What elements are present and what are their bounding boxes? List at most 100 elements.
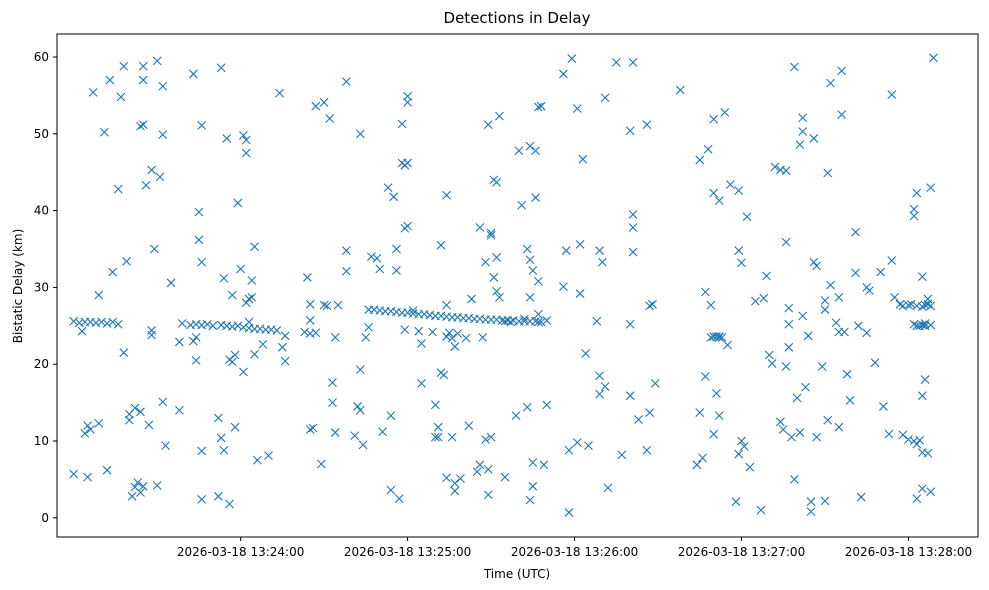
- data-point-marker: [511, 411, 521, 421]
- data-point-marker: [709, 188, 719, 198]
- data-point-marker: [745, 462, 755, 472]
- data-point-marker: [876, 267, 886, 277]
- data-point-marker: [486, 228, 496, 238]
- data-point-marker: [525, 293, 535, 302]
- data-point-marker: [692, 460, 702, 470]
- data-point-marker: [809, 134, 819, 143]
- data-point-marker: [528, 458, 538, 467]
- data-point-marker: [453, 329, 463, 338]
- data-point-marker: [361, 332, 371, 342]
- data-point-marker: [879, 402, 888, 411]
- data-point-marker: [403, 221, 412, 231]
- data-point-marker: [923, 448, 933, 458]
- data-point-marker: [372, 253, 382, 263]
- data-point-marker: [305, 299, 315, 309]
- data-point-marker: [442, 473, 451, 483]
- data-point-marker: [241, 148, 251, 158]
- data-point-marker: [389, 192, 399, 202]
- data-point-marker: [138, 75, 148, 85]
- data-point-marker: [917, 272, 927, 282]
- data-point-marker: [222, 134, 232, 143]
- data-point-marker: [442, 300, 451, 310]
- data-point-marker: [917, 320, 927, 330]
- data-point-marker: [795, 428, 805, 437]
- data-point-marker: [917, 302, 927, 312]
- y-axis-label: Bistatic Delay (km): [11, 229, 25, 344]
- data-point-marker: [239, 367, 248, 377]
- data-point-marker: [709, 429, 719, 439]
- data-point-marker: [456, 474, 465, 484]
- data-point-marker: [481, 257, 490, 267]
- data-point-marker: [909, 319, 919, 329]
- data-point-marker: [69, 316, 79, 326]
- data-point-marker: [417, 379, 426, 388]
- data-point-marker: [795, 140, 805, 149]
- data-point-marker: [628, 223, 638, 232]
- data-point-marker: [611, 58, 621, 67]
- data-point-marker: [119, 348, 129, 358]
- data-point-marker: [77, 326, 87, 336]
- data-point-marker: [770, 162, 780, 172]
- data-point-marker: [202, 319, 212, 329]
- data-point-marker: [634, 415, 643, 424]
- data-point-marker: [247, 293, 257, 302]
- data-point-marker: [350, 431, 360, 441]
- data-point-marker: [197, 120, 207, 130]
- data-point-marker: [575, 289, 585, 298]
- data-point-marker: [595, 246, 604, 255]
- data-point-marker: [152, 481, 162, 490]
- data-point-marker: [812, 432, 822, 442]
- data-point-marker: [917, 484, 927, 494]
- data-point-marker: [433, 432, 443, 442]
- data-point-marker: [522, 244, 532, 254]
- data-point-marker: [94, 418, 104, 428]
- data-point-marker: [475, 223, 485, 232]
- data-point-marker: [113, 184, 123, 194]
- data-point-marker: [116, 92, 126, 102]
- data-point-marker: [124, 415, 134, 425]
- data-point-marker: [325, 114, 335, 123]
- data-point-marker: [99, 127, 109, 137]
- data-point-marker: [781, 362, 791, 371]
- data-point-marker: [177, 319, 187, 328]
- data-point-marker: [355, 365, 365, 374]
- data-point-marker: [851, 227, 860, 237]
- data-point-marker: [567, 54, 577, 63]
- data-point-marker: [642, 120, 652, 130]
- data-point-marker: [572, 438, 582, 447]
- data-point-marker: [575, 240, 585, 249]
- data-point-marker: [233, 198, 243, 208]
- data-point-marker: [300, 327, 310, 337]
- data-point-marker: [856, 492, 866, 502]
- data-point-marker: [444, 328, 454, 338]
- data-point-marker: [520, 314, 529, 324]
- data-point-marker: [625, 319, 635, 329]
- data-point-marker: [820, 296, 830, 305]
- data-point-marker: [787, 432, 796, 442]
- data-point-marker: [820, 305, 830, 315]
- data-point-marker: [628, 58, 638, 67]
- data-point-marker: [400, 325, 410, 335]
- data-point-marker: [144, 420, 154, 430]
- data-point-marker: [311, 101, 321, 111]
- data-point-marker: [250, 349, 259, 359]
- data-point-marker: [781, 166, 791, 176]
- data-point-marker: [486, 432, 496, 442]
- x-tick-label: 2026-03-18 13:27:00: [678, 545, 805, 559]
- data-point-marker: [798, 311, 808, 321]
- data-point-marker: [97, 317, 106, 327]
- data-point-marker: [213, 413, 223, 423]
- data-point-marker: [428, 327, 438, 337]
- data-point-marker: [397, 119, 407, 129]
- data-point-marker: [194, 207, 204, 217]
- data-point-marker: [305, 425, 315, 434]
- data-point-marker: [742, 212, 752, 222]
- data-point-marker: [367, 252, 376, 262]
- data-point-marker: [236, 264, 246, 274]
- data-point-marker: [904, 300, 913, 310]
- data-point-marker: [108, 267, 118, 277]
- data-point-marker: [69, 469, 79, 479]
- data-point-marker: [102, 319, 112, 328]
